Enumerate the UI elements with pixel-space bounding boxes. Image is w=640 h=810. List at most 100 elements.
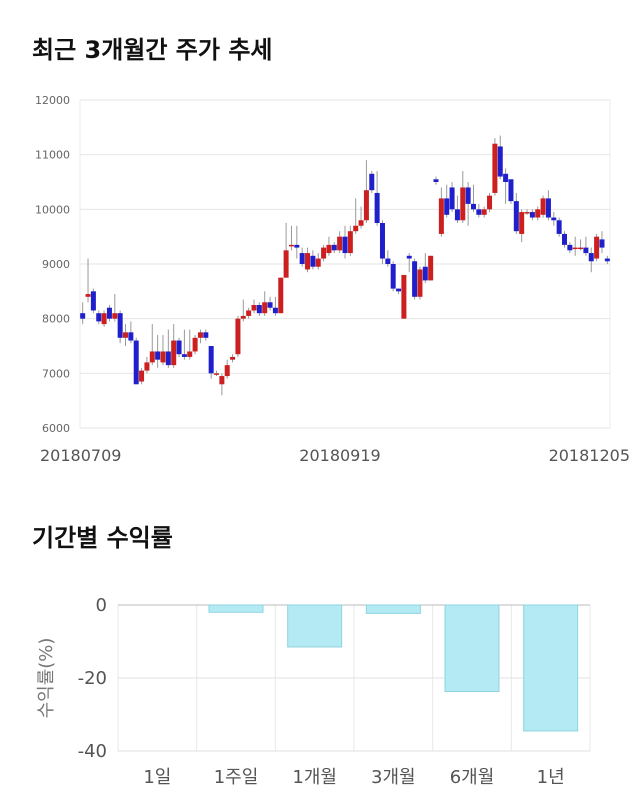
candle-body — [192, 337, 198, 352]
return-bar — [365, 604, 421, 614]
candle-body — [503, 173, 509, 182]
candle-body — [342, 236, 348, 254]
candle-body — [363, 190, 369, 221]
candle-body — [481, 209, 487, 215]
y-tick-label: 12000 — [35, 94, 70, 107]
candle-body — [583, 247, 589, 254]
candle-body — [240, 315, 246, 319]
candle-body — [203, 332, 209, 338]
candle-body — [160, 351, 166, 363]
candle-body — [171, 340, 177, 366]
candle-body — [497, 146, 503, 177]
candle-body — [374, 192, 380, 223]
candle-body — [230, 356, 236, 360]
period-return-bar-chart: 0 -20 -40 수익률(%) 1일 1주일 1개월 3개월 6개월 1년 — [36, 595, 591, 788]
candle-body — [106, 307, 112, 319]
candle-body — [358, 220, 364, 226]
candle-body — [321, 247, 327, 259]
candle-body — [433, 179, 439, 182]
y-axis-label: 수익률(%) — [36, 638, 57, 719]
candle-body — [428, 255, 434, 281]
y-tick-label: 9000 — [42, 258, 70, 271]
price-trend-title: 최근 3개월간 주가 추세 — [32, 36, 273, 64]
x-tick-label: 3개월 — [371, 767, 416, 788]
candle-body — [117, 313, 123, 338]
candle-body — [353, 225, 359, 232]
return-bar — [208, 604, 264, 613]
y-tick-label: -20 — [78, 668, 107, 689]
candle-body — [396, 288, 402, 292]
y-tick-label: -40 — [78, 741, 107, 762]
candle-body — [176, 340, 182, 355]
candle-body — [567, 244, 573, 251]
candle-body — [187, 351, 193, 357]
candle-body — [267, 302, 273, 308]
candle-body — [529, 212, 535, 218]
candle-body — [588, 253, 594, 262]
candle-body — [476, 209, 482, 215]
candle-body — [262, 302, 268, 314]
candle-body — [315, 258, 321, 267]
y-tick-label: 0 — [96, 595, 107, 616]
candle-body — [272, 307, 278, 314]
candle-body — [90, 291, 96, 311]
candle-body — [385, 258, 391, 264]
candle-body — [604, 258, 610, 262]
candle-body — [305, 253, 311, 270]
candle-body — [139, 370, 145, 382]
candle-body — [379, 223, 385, 259]
candle-body — [492, 143, 498, 193]
candle-body — [470, 203, 476, 210]
candle-body — [454, 209, 460, 221]
x-tick-label: 1일 — [143, 767, 171, 788]
candle-body — [508, 179, 514, 202]
candle-body — [390, 264, 396, 289]
candle-body — [149, 351, 155, 363]
candle-body — [444, 198, 450, 215]
y-tick-label: 7000 — [42, 367, 70, 380]
candle-body — [545, 198, 551, 218]
candle-body — [465, 187, 471, 204]
candle-body — [128, 332, 134, 341]
candle-body — [326, 244, 332, 254]
candlestick-chart: 6000 7000 8000 9000 10000 11000 12000 20180709 2… — [35, 94, 630, 465]
candle-body — [165, 351, 171, 366]
candle-body — [599, 239, 605, 248]
candle-body — [294, 244, 300, 248]
y-tick-label: 6000 — [42, 422, 70, 435]
candle-body — [417, 269, 423, 297]
candle-body — [524, 212, 530, 214]
candle-body — [460, 187, 466, 221]
y-tick-label: 8000 — [42, 313, 70, 326]
candle-body — [101, 313, 107, 325]
candle-body — [406, 255, 412, 259]
x-tick-label: 1주일 — [214, 767, 259, 788]
return-bar — [523, 604, 579, 732]
candle-body — [540, 198, 546, 215]
candle-body — [347, 231, 353, 254]
x-tick-label: 20181205 — [549, 446, 630, 465]
candle-body — [519, 212, 525, 234]
candle-body — [181, 354, 187, 357]
candle-body — [412, 261, 418, 297]
candle-body — [96, 313, 102, 322]
candle-body — [438, 198, 444, 234]
candle-body — [214, 373, 220, 375]
candle-body — [256, 305, 262, 314]
candle-body — [369, 173, 375, 191]
candle-body — [251, 305, 257, 311]
y-tick-label: 11000 — [35, 149, 70, 162]
candle-body — [197, 332, 203, 338]
candle-body — [85, 294, 91, 297]
return-bar — [287, 604, 343, 648]
candle-body — [278, 277, 284, 314]
candle-body — [572, 247, 578, 250]
x-tick-label: 6개월 — [450, 767, 495, 788]
candle-body — [310, 255, 316, 267]
candle-body — [487, 195, 493, 210]
candle-body — [283, 250, 289, 278]
candle-body — [535, 209, 541, 218]
candle-body — [556, 220, 562, 234]
candle-body — [299, 253, 305, 264]
candle-body — [155, 351, 161, 360]
